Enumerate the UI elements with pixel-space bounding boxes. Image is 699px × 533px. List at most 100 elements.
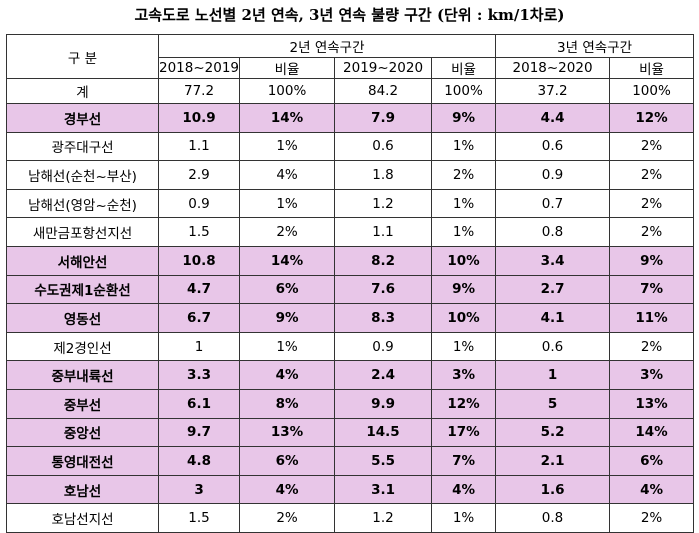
cell: 0.9 (495, 160, 611, 190)
cell: 0.8 (495, 503, 611, 533)
cell: 12% (431, 388, 497, 419)
row-name: 호남선 (6, 474, 159, 505)
cell: 3 (157, 474, 241, 505)
cell: 1% (431, 217, 497, 247)
cell: 6% (239, 446, 336, 476)
cell: 7% (431, 446, 497, 476)
table-row: 중부내륙선 3.3 4% 2.4 3% 1 3% (6, 360, 695, 390)
cell: 1% (239, 188, 336, 219)
table-row: 남해선(순천~부산) 2.9 4% 1.8 2% 0.9 2% (6, 160, 695, 190)
cell: 13% (239, 417, 336, 448)
cell: 1.1 (334, 217, 433, 247)
cell: 1.2 (334, 503, 433, 533)
header-sub: 비율 (431, 57, 497, 79)
header-group-3yr: 3년 연속구간 (495, 34, 695, 58)
cell: 6.7 (157, 303, 241, 333)
header-group-2yr: 2년 연속구간 (157, 34, 497, 58)
cell: 0.9 (334, 331, 433, 362)
header-sub: 2018~2019 (157, 57, 241, 79)
cell: 2% (239, 503, 336, 533)
cell: 0.6 (495, 331, 611, 362)
header-category: 구 분 (6, 34, 159, 79)
cell: 3% (431, 360, 497, 390)
cell: 10% (431, 245, 497, 276)
cell: 1.6 (495, 474, 611, 505)
cell: 4.7 (157, 274, 241, 305)
table-row: 영동선 6.7 9% 8.3 10% 4.1 11% (6, 303, 695, 333)
cell: 2.7 (495, 274, 611, 305)
cell: 100% (431, 78, 497, 104)
row-name: 경부선 (6, 103, 159, 133)
table-row: 수도권제1순환선 4.7 6% 7.6 9% 2.7 7% (6, 274, 695, 305)
header-sub: 2019~2020 (334, 57, 433, 79)
cell: 1.5 (157, 217, 241, 247)
cell: 4% (239, 474, 336, 505)
cell: 12% (609, 103, 695, 133)
cell: 13% (609, 388, 695, 419)
table-row: 통영대전선 4.8 6% 5.5 7% 2.1 6% (6, 446, 695, 476)
cell: 7.9 (334, 103, 433, 133)
table-row: 광주대구선 1.1 1% 0.6 1% 0.6 2% (6, 131, 695, 162)
cell: 9% (431, 103, 497, 133)
row-name: 수도권제1순환선 (6, 274, 159, 305)
cell: 1.2 (334, 188, 433, 219)
cell: 0.7 (495, 188, 611, 219)
cell: 0.8 (495, 217, 611, 247)
cell: 2% (431, 160, 497, 190)
cell: 3.1 (334, 474, 433, 505)
cell: 0.9 (157, 188, 241, 219)
cell: 9% (239, 303, 336, 333)
cell: 3.4 (495, 245, 611, 276)
cell: 2.1 (495, 446, 611, 476)
cell: 10% (431, 303, 497, 333)
row-name: 호남선지선 (6, 503, 159, 533)
cell: 2% (609, 131, 695, 162)
cell: 17% (431, 417, 497, 448)
cell: 1% (431, 331, 497, 362)
row-name: 광주대구선 (6, 131, 159, 162)
row-name: 중앙선 (6, 417, 159, 448)
row-name: 남해선(영암~순천) (6, 188, 159, 219)
cell: 14% (609, 417, 695, 448)
cell: 1.1 (157, 131, 241, 162)
cell: 9.7 (157, 417, 241, 448)
cell: 100% (609, 78, 695, 104)
page-title: 고속도로 노선별 2년 연속, 3년 연속 불량 구간 (단위 : km/1차로… (134, 6, 565, 24)
cell: 7% (609, 274, 695, 305)
cell: 4% (239, 360, 336, 390)
row-name: 제2경인선 (6, 331, 159, 362)
table-row: 제2경인선 1 1% 0.9 1% 0.6 2% (6, 331, 695, 362)
cell: 4% (239, 160, 336, 190)
header-sub: 비율 (239, 57, 336, 79)
cell: 37.2 (495, 78, 611, 104)
cell: 14% (239, 103, 336, 133)
cell: 2% (609, 160, 695, 190)
cell: 2.9 (157, 160, 241, 190)
cell: 14% (239, 245, 336, 276)
table-row: 중부선 6.1 8% 9.9 12% 5 13% (6, 388, 695, 419)
data-table: 구 분 2년 연속구간 3년 연속구간 2018~2019 비율 2019~20… (6, 34, 695, 533)
cell: 2% (609, 503, 695, 533)
cell: 0.6 (495, 131, 611, 162)
cell: 1.8 (334, 160, 433, 190)
total-row: 계 77.2 100% 84.2 100% 37.2 100% (6, 78, 695, 104)
row-name: 서해안선 (6, 245, 159, 276)
cell: 100% (239, 78, 336, 104)
cell: 6.1 (157, 388, 241, 419)
header-sub: 비율 (609, 57, 695, 79)
cell: 2% (609, 217, 695, 247)
cell: 1% (239, 331, 336, 362)
cell: 3.3 (157, 360, 241, 390)
cell: 8% (239, 388, 336, 419)
cell: 2.4 (334, 360, 433, 390)
cell: 4% (609, 474, 695, 505)
cell: 84.2 (334, 78, 433, 104)
cell: 1% (239, 131, 336, 162)
cell: 4.4 (495, 103, 611, 133)
cell: 10.8 (157, 245, 241, 276)
table-row: 호남선지선 1.5 2% 1.2 1% 0.8 2% (6, 503, 695, 533)
cell: 1 (495, 360, 611, 390)
cell: 5.2 (495, 417, 611, 448)
cell: 2% (239, 217, 336, 247)
cell: 1% (431, 131, 497, 162)
